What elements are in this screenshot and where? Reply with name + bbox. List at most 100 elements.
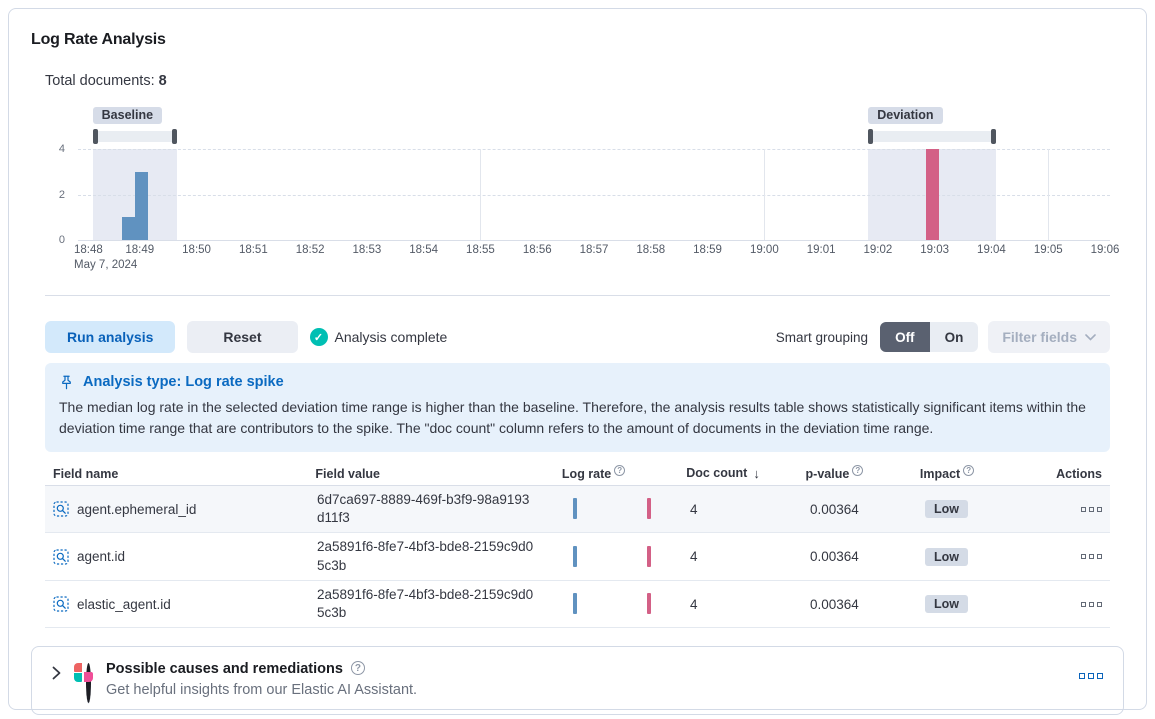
field-name-text: agent.id [77,549,126,565]
x-axis-tick-label: 18:54 [409,244,439,256]
cell-impact: Low [917,495,1054,523]
baseline-brush-handle[interactable] [172,129,178,144]
cell-doc-count: 4 [690,501,698,517]
x-axis-date-label: May 7, 2024 [74,259,138,271]
impact-badge: Low [925,500,968,519]
y-axis-tick-label: 4 [58,143,65,155]
x-axis-tick-label: 19:03 [920,244,950,256]
smart-grouping-off-button[interactable]: Off [880,322,930,352]
filter-fields-button[interactable]: Filter fields [988,321,1110,353]
deviation-brush-handle[interactable] [868,129,874,144]
cell-field-name: agent.id [45,544,309,570]
baseline-bar [121,217,135,240]
cell-field-value: 6d7ca697-8889-469f-b3f9-98a9193d11f3 [309,486,557,532]
help-icon[interactable]: ? [350,661,365,676]
cell-log-rate [557,539,682,575]
chart-plot [78,149,1110,241]
column-header-impact[interactable]: Impact? [912,464,1048,481]
deviation-badge: Deviation [868,107,943,124]
v-gridline [480,149,482,240]
field-value-text: 2a5891f6-8fe7-4bf3-bde8-2159c9d05c3b [317,586,534,621]
v-gridline [764,149,766,240]
smart-grouping-on-button[interactable]: On [929,322,979,352]
insights-title: Possible causes and remediations [106,661,343,678]
column-header-actions[interactable]: Actions [1056,466,1102,481]
chevron-down-icon [1085,333,1096,341]
run-analysis-button[interactable]: Run analysis [45,321,176,353]
field-value-text: 2a5891f6-8fe7-4bf3-bde8-2159c9d05c3b [317,539,534,573]
x-axis-tick-label: 18:49 [125,244,155,256]
column-header-field_value[interactable]: Field value [315,466,381,481]
field-name-text: elastic_agent.id [77,596,171,612]
deviation-brush[interactable] [868,131,996,142]
x-axis-tick-label: 18:48 [74,244,103,256]
controls-bar: Run analysis Reset ✓ Analysis complete S… [45,321,1110,353]
impact-badge: Low [925,547,968,566]
cell-field-value: 2a5891f6-8fe7-4bf3-bde8-2159c9d05c3b [309,533,557,579]
insights-actions-icon[interactable] [1079,673,1103,680]
page-title: Log Rate Analysis [31,31,166,48]
table-row: agent.ephemeral_id 6d7ca697-8889-469f-b3f… [45,486,1110,534]
x-axis-tick-label: 19:06 [1090,244,1120,256]
row-actions-icon[interactable] [1081,554,1102,560]
chart-brush-row [78,129,1110,144]
cell-field-name: elastic_agent.id [45,591,309,617]
log-rate-sparkline [565,544,660,570]
table-row: agent.id 2a5891f6-8fe7-4bf3-bde8-2159c9d0… [45,533,1110,581]
pin-icon [62,375,71,389]
h-gridline [78,194,1110,196]
info-icon: ? [852,464,864,476]
callout-title: Analysis type: Log rate spike [83,374,284,390]
cell-actions [1054,502,1110,517]
table-row: elastic_agent.id 2a5891f6-8fe7-4bf3-bde8-… [45,581,1110,629]
log-rate-analysis-panel: Log Rate Analysis Total documents: 8 0 2 4… [8,8,1147,716]
total-documents: Total documents: 8 [45,73,1110,89]
x-axis-tick-label: 18:57 [579,244,609,256]
filter-field-icon[interactable] [53,549,69,565]
cell-p-value: 0.00364 [810,549,859,565]
column-header-field_name[interactable]: Field name [53,466,119,481]
h-gridline [78,149,1110,150]
check-circle-icon: ✓ [309,328,328,346]
chart-badge-row: Baseline Deviation [78,107,1110,126]
elastic-ai-assistant-icon [74,663,93,705]
x-axis-tick-label: 19:01 [806,244,836,256]
filter-field-icon[interactable] [53,501,69,517]
analysis-type-callout: Analysis type: Log rate spike The median… [45,363,1110,452]
sort-desc-icon: ↓ [753,466,760,481]
filter-field-icon[interactable] [53,596,69,612]
x-axis-tick-label: 19:02 [863,244,893,256]
row-actions-icon[interactable] [1081,601,1102,607]
cell-actions [1054,549,1110,564]
chevron-right-icon[interactable] [52,666,61,680]
y-axis-tick-label: 0 [58,234,65,246]
cell-doc-count: 4 [690,549,698,565]
field-value-text: 6d7ca697-8889-469f-b3f9-98a9193d11f3 [317,492,530,526]
row-actions-icon[interactable] [1081,506,1102,512]
x-axis-tick-label: 18:53 [352,244,382,256]
insights-panel: Possible causes and remediations ? Get h… [31,646,1124,716]
baseline-brush-handle[interactable] [92,129,98,144]
x-axis-tick-label: 19:04 [977,244,1006,256]
column-header-p_value[interactable]: p-value? [798,464,912,481]
x-axis-tick-label: 18:58 [636,244,666,256]
total-documents-value: 8 [158,73,167,89]
analysis-status-text: Analysis complete [334,329,448,345]
cell-log-rate [557,586,682,622]
reset-button[interactable]: Reset [187,321,298,353]
callout-body: The median log rate in the selected devi… [59,399,1086,436]
x-axis-tick-label: 18:52 [295,244,325,256]
cell-log-rate [557,491,682,527]
cell-impact: Low [917,590,1054,618]
x-axis-tick-label: 18:56 [522,244,552,256]
column-header-log_rate[interactable]: Log rate? [554,464,678,481]
field-name-text: agent.ephemeral_id [77,501,197,517]
y-axis-labels: 0 2 4 [45,107,71,273]
section-divider [45,295,1110,296]
column-header-doc_count[interactable]: Doc count ↓ [686,466,760,481]
deviation-brush-handle[interactable] [990,129,996,144]
baseline-brush[interactable] [92,131,178,142]
cell-p-value: 0.00364 [810,596,859,612]
cell-actions [1054,597,1110,612]
